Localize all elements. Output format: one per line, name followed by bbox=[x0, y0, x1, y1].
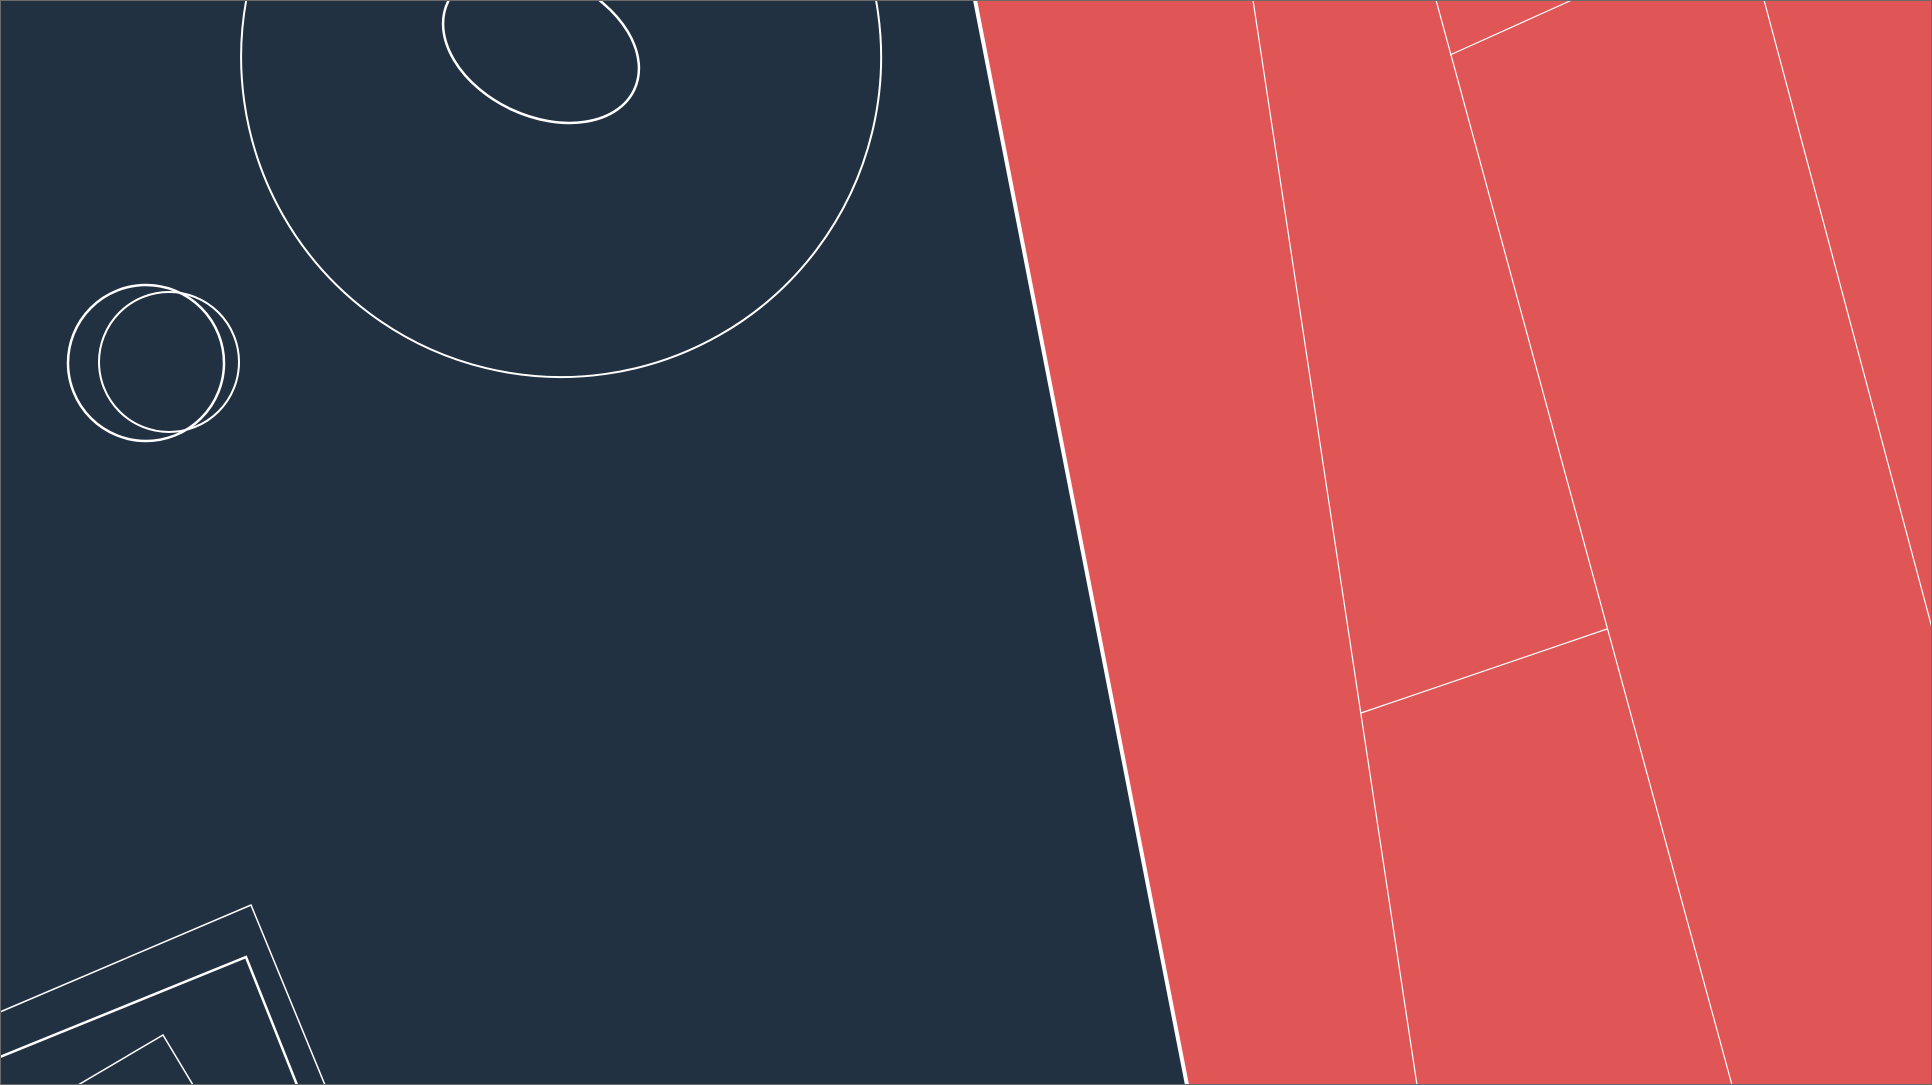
coral-stripe-lines bbox=[1252, 0, 1932, 1085]
circle-outline bbox=[66, 283, 226, 443]
stripe-line bbox=[1360, 628, 1608, 714]
stripe-line bbox=[1763, 0, 1932, 629]
rectangle-outline bbox=[77, 1033, 194, 1085]
nested-rotated-rectangles bbox=[0, 904, 326, 1085]
large-ellipse bbox=[240, 0, 883, 379]
diagonal-split-line bbox=[973, 0, 1189, 1085]
rectangle-outline bbox=[0, 955, 299, 1085]
overlapping-circles bbox=[66, 283, 240, 443]
small-tilted-ellipse bbox=[441, 0, 641, 125]
rectangle-outline bbox=[0, 904, 326, 1085]
stripe-line bbox=[1252, 0, 1418, 1085]
coral-panel bbox=[975, 0, 1932, 1085]
stripe-line bbox=[1449, 0, 1573, 56]
stripe-line bbox=[1435, 0, 1733, 1085]
circle-outline bbox=[98, 291, 240, 433]
